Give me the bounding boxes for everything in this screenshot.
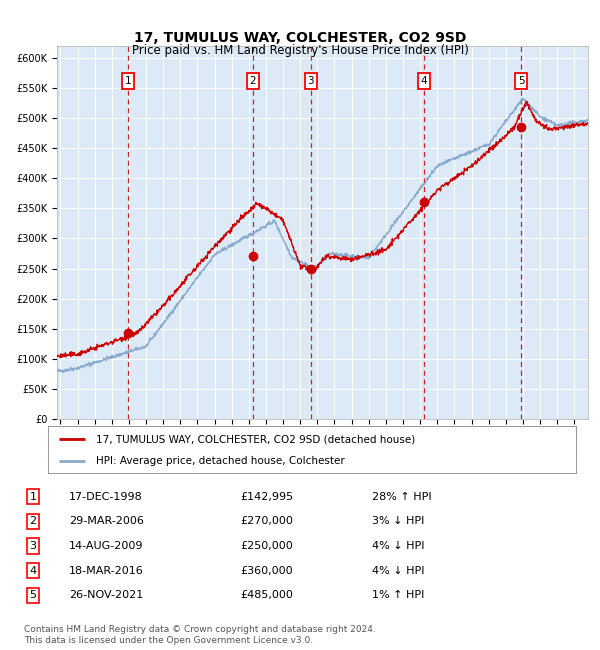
Text: 1: 1 <box>125 76 131 86</box>
Text: 17, TUMULUS WAY, COLCHESTER, CO2 9SD: 17, TUMULUS WAY, COLCHESTER, CO2 9SD <box>134 31 466 45</box>
Text: 28% ↑ HPI: 28% ↑ HPI <box>372 491 431 502</box>
Text: 2: 2 <box>29 516 37 526</box>
Text: 3: 3 <box>29 541 37 551</box>
Text: £360,000: £360,000 <box>240 566 293 576</box>
Text: 3: 3 <box>308 76 314 86</box>
Text: 4% ↓ HPI: 4% ↓ HPI <box>372 541 425 551</box>
Text: Price paid vs. HM Land Registry's House Price Index (HPI): Price paid vs. HM Land Registry's House … <box>131 44 469 57</box>
Text: £270,000: £270,000 <box>240 516 293 526</box>
Text: £250,000: £250,000 <box>240 541 293 551</box>
Text: 14-AUG-2009: 14-AUG-2009 <box>69 541 143 551</box>
Text: Contains HM Land Registry data © Crown copyright and database right 2024.
This d: Contains HM Land Registry data © Crown c… <box>24 625 376 645</box>
Text: 4% ↓ HPI: 4% ↓ HPI <box>372 566 425 576</box>
Text: 5: 5 <box>518 76 524 86</box>
Text: 1% ↑ HPI: 1% ↑ HPI <box>372 590 424 601</box>
Text: 17-DEC-1998: 17-DEC-1998 <box>69 491 143 502</box>
Text: 4: 4 <box>421 76 427 86</box>
Text: 4: 4 <box>29 566 37 576</box>
Text: 3% ↓ HPI: 3% ↓ HPI <box>372 516 424 526</box>
Text: 26-NOV-2021: 26-NOV-2021 <box>69 590 143 601</box>
Text: 5: 5 <box>29 590 37 601</box>
Text: 29-MAR-2006: 29-MAR-2006 <box>69 516 144 526</box>
Text: £142,995: £142,995 <box>240 491 293 502</box>
Text: 1: 1 <box>29 491 37 502</box>
Text: 18-MAR-2016: 18-MAR-2016 <box>69 566 144 576</box>
Text: £485,000: £485,000 <box>240 590 293 601</box>
Text: HPI: Average price, detached house, Colchester: HPI: Average price, detached house, Colc… <box>95 456 344 465</box>
Text: 2: 2 <box>250 76 256 86</box>
Text: 17, TUMULUS WAY, COLCHESTER, CO2 9SD (detached house): 17, TUMULUS WAY, COLCHESTER, CO2 9SD (de… <box>95 434 415 444</box>
